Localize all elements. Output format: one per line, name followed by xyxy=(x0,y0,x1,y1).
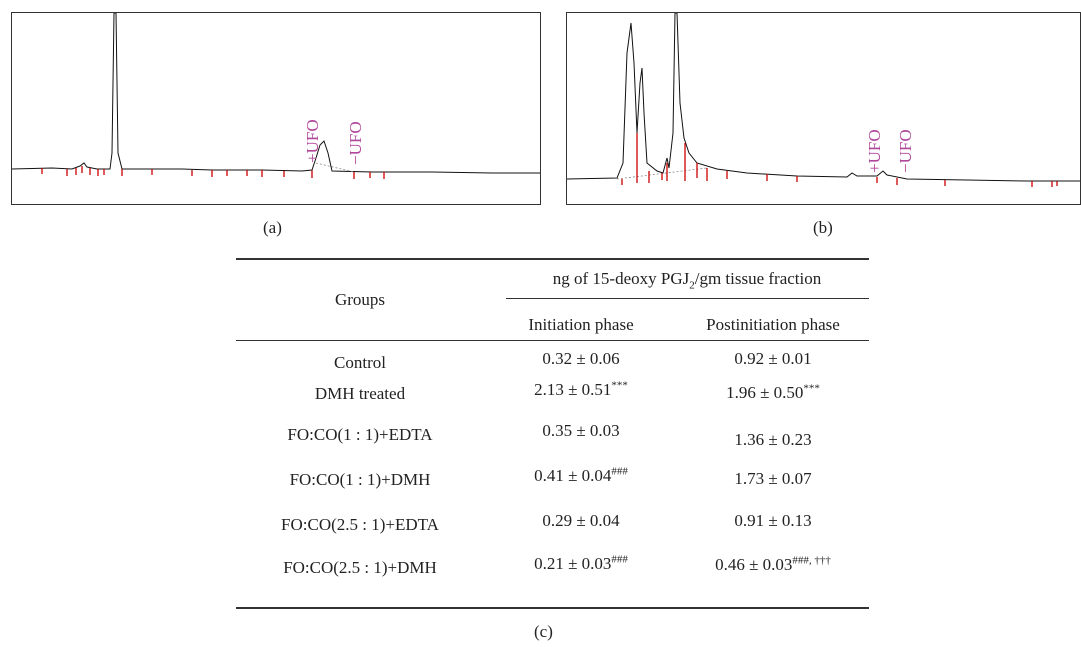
postinitiation-value: 0.46 ± 0.03 xyxy=(715,555,793,574)
table-bottom-rule xyxy=(236,607,869,609)
panel-label-c: (c) xyxy=(534,622,553,641)
chromatogram-panel-a: +UFO −UFO xyxy=(11,12,541,205)
table-header-main: ng of 15-deoxy PGJ2/gm tissue fraction xyxy=(506,269,868,292)
postinitiation-significance: ###, ††† xyxy=(792,554,831,567)
header-main-prefix: ng of 15-deoxy PGJ xyxy=(552,269,690,288)
results-table: ng of 15-deoxy PGJ2/gm tissue fraction G… xyxy=(236,258,869,609)
chromatogram-b-markers xyxy=(621,133,1058,187)
ufo-plus-label-a: +UFO xyxy=(303,119,322,163)
chromatogram-b-plot: +UFO −UFO xyxy=(567,13,1080,187)
initiation-significance: ### xyxy=(611,465,628,478)
chromatogram-a-markers xyxy=(41,166,385,179)
table-row-group: FO:CO(1 : 1)+DMH xyxy=(289,470,431,489)
table-row-postinitiation: 0.46 ± 0.03###, ††† xyxy=(678,555,868,575)
header-main-sub: 2 xyxy=(689,279,695,292)
postinitiation-value: 0.92 ± 0.01 xyxy=(734,349,812,368)
postinitiation-value: 1.36 ± 0.23 xyxy=(734,430,812,449)
table-row-initiation: 0.29 ± 0.04 xyxy=(506,511,656,531)
table-row-group: FO:CO(1 : 1)+EDTA xyxy=(287,425,433,444)
table-row-initiation: 0.41 ± 0.04### xyxy=(506,466,656,486)
postinitiation-value: 1.96 ± 0.50 xyxy=(726,383,804,402)
table-header-initiation: Initiation phase xyxy=(528,315,634,334)
initiation-significance: ### xyxy=(611,553,628,566)
ufo-minus-label-b: −UFO xyxy=(896,129,915,173)
postinitiation-value: 0.91 ± 0.13 xyxy=(734,511,812,530)
table-top-rule xyxy=(236,258,869,260)
postinitiation-value: 1.73 ± 0.07 xyxy=(734,469,812,488)
table-row-initiation: 0.21 ± 0.03### xyxy=(506,554,656,574)
table-row-postinitiation: 0.91 ± 0.13 xyxy=(678,511,868,531)
table-row-postinitiation: 1.73 ± 0.07 xyxy=(678,469,868,489)
table-row-initiation: 0.35 ± 0.03 xyxy=(506,421,656,441)
initiation-value: 0.21 ± 0.03 xyxy=(534,554,612,573)
panel-label-a: (a) xyxy=(263,218,282,237)
table-row-group: FO:CO(2.5 : 1)+DMH xyxy=(283,558,437,577)
table-row-initiation: 0.32 ± 0.06 xyxy=(506,349,656,369)
ufo-plus-label-b: +UFO xyxy=(865,129,884,173)
table-row-group: Control xyxy=(334,353,386,372)
panel-label-b: (b) xyxy=(813,218,833,237)
table-row-postinitiation: 1.96 ± 0.50*** xyxy=(678,383,868,403)
initiation-value: 0.41 ± 0.04 xyxy=(534,466,612,485)
table-row-group: DMH treated xyxy=(314,384,406,403)
initiation-value: 0.29 ± 0.04 xyxy=(542,511,620,530)
chromatogram-panel-b: +UFO −UFO xyxy=(566,12,1081,205)
chromatogram-b-trace xyxy=(567,13,1080,182)
initiation-significance: *** xyxy=(611,379,628,392)
table-header-postinitiation: Postinitiation phase xyxy=(706,315,840,334)
table-header-rule xyxy=(236,340,869,341)
initiation-value: 0.32 ± 0.06 xyxy=(542,349,620,368)
table-row-initiation: 2.13 ± 0.51*** xyxy=(506,380,656,400)
ufo-minus-label-a: −UFO xyxy=(346,121,365,165)
table-row-group: FO:CO(2.5 : 1)+EDTA xyxy=(281,515,439,534)
initiation-value: 0.35 ± 0.03 xyxy=(542,421,620,440)
postinitiation-significance: *** xyxy=(803,382,820,395)
table-header-groups: Groups xyxy=(334,290,386,309)
chromatogram-a-plot: +UFO −UFO xyxy=(12,13,540,179)
initiation-value: 2.13 ± 0.51 xyxy=(534,380,612,399)
chromatogram-a-trace xyxy=(12,13,540,174)
table-header-subrule xyxy=(506,298,869,299)
header-main-suffix: /gm tissue fraction xyxy=(694,269,822,288)
table-row-postinitiation: 1.36 ± 0.23 xyxy=(678,430,868,450)
table-row-postinitiation: 0.92 ± 0.01 xyxy=(678,349,868,369)
